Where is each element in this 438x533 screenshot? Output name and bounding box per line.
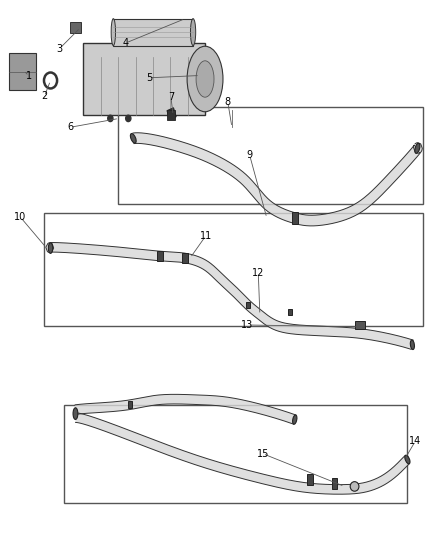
Polygon shape xyxy=(75,394,296,424)
Text: 12: 12 xyxy=(252,268,265,278)
Bar xyxy=(167,110,175,120)
Bar xyxy=(64,405,407,503)
Text: 6: 6 xyxy=(67,122,74,132)
Ellipse shape xyxy=(410,340,414,350)
Bar xyxy=(332,478,337,489)
Bar xyxy=(355,320,365,329)
Text: 11: 11 xyxy=(200,231,212,241)
Bar xyxy=(83,43,205,116)
Text: 2: 2 xyxy=(41,91,47,101)
Bar xyxy=(118,107,424,204)
Text: 4: 4 xyxy=(122,38,128,48)
Bar xyxy=(307,474,312,484)
Text: 13: 13 xyxy=(241,320,254,330)
Circle shape xyxy=(126,115,131,122)
Ellipse shape xyxy=(131,134,136,143)
Circle shape xyxy=(108,115,113,122)
Bar xyxy=(128,401,132,408)
Bar xyxy=(288,309,292,315)
Text: 5: 5 xyxy=(146,73,152,83)
Text: 8: 8 xyxy=(225,96,231,107)
Text: 15: 15 xyxy=(257,449,269,458)
Ellipse shape xyxy=(48,243,53,253)
Text: 14: 14 xyxy=(410,436,422,446)
Polygon shape xyxy=(75,413,410,494)
Bar xyxy=(113,19,193,46)
Ellipse shape xyxy=(405,455,410,464)
Text: 7: 7 xyxy=(168,92,174,102)
Text: 10: 10 xyxy=(14,212,26,222)
Ellipse shape xyxy=(187,46,223,112)
Ellipse shape xyxy=(196,61,214,97)
Bar xyxy=(167,108,176,119)
Ellipse shape xyxy=(350,482,359,491)
Ellipse shape xyxy=(415,143,420,154)
Bar xyxy=(9,53,35,91)
Polygon shape xyxy=(46,243,413,350)
Ellipse shape xyxy=(191,19,196,46)
Bar xyxy=(182,253,188,263)
Text: 9: 9 xyxy=(247,150,253,160)
Text: 1: 1 xyxy=(26,71,32,81)
Bar xyxy=(71,22,81,33)
Bar xyxy=(246,302,250,308)
Ellipse shape xyxy=(73,408,78,419)
Bar xyxy=(292,212,298,224)
Text: 3: 3 xyxy=(57,44,63,53)
Bar xyxy=(157,251,163,261)
Bar xyxy=(44,213,424,326)
Ellipse shape xyxy=(293,415,297,424)
Polygon shape xyxy=(133,133,422,226)
Ellipse shape xyxy=(111,19,116,46)
